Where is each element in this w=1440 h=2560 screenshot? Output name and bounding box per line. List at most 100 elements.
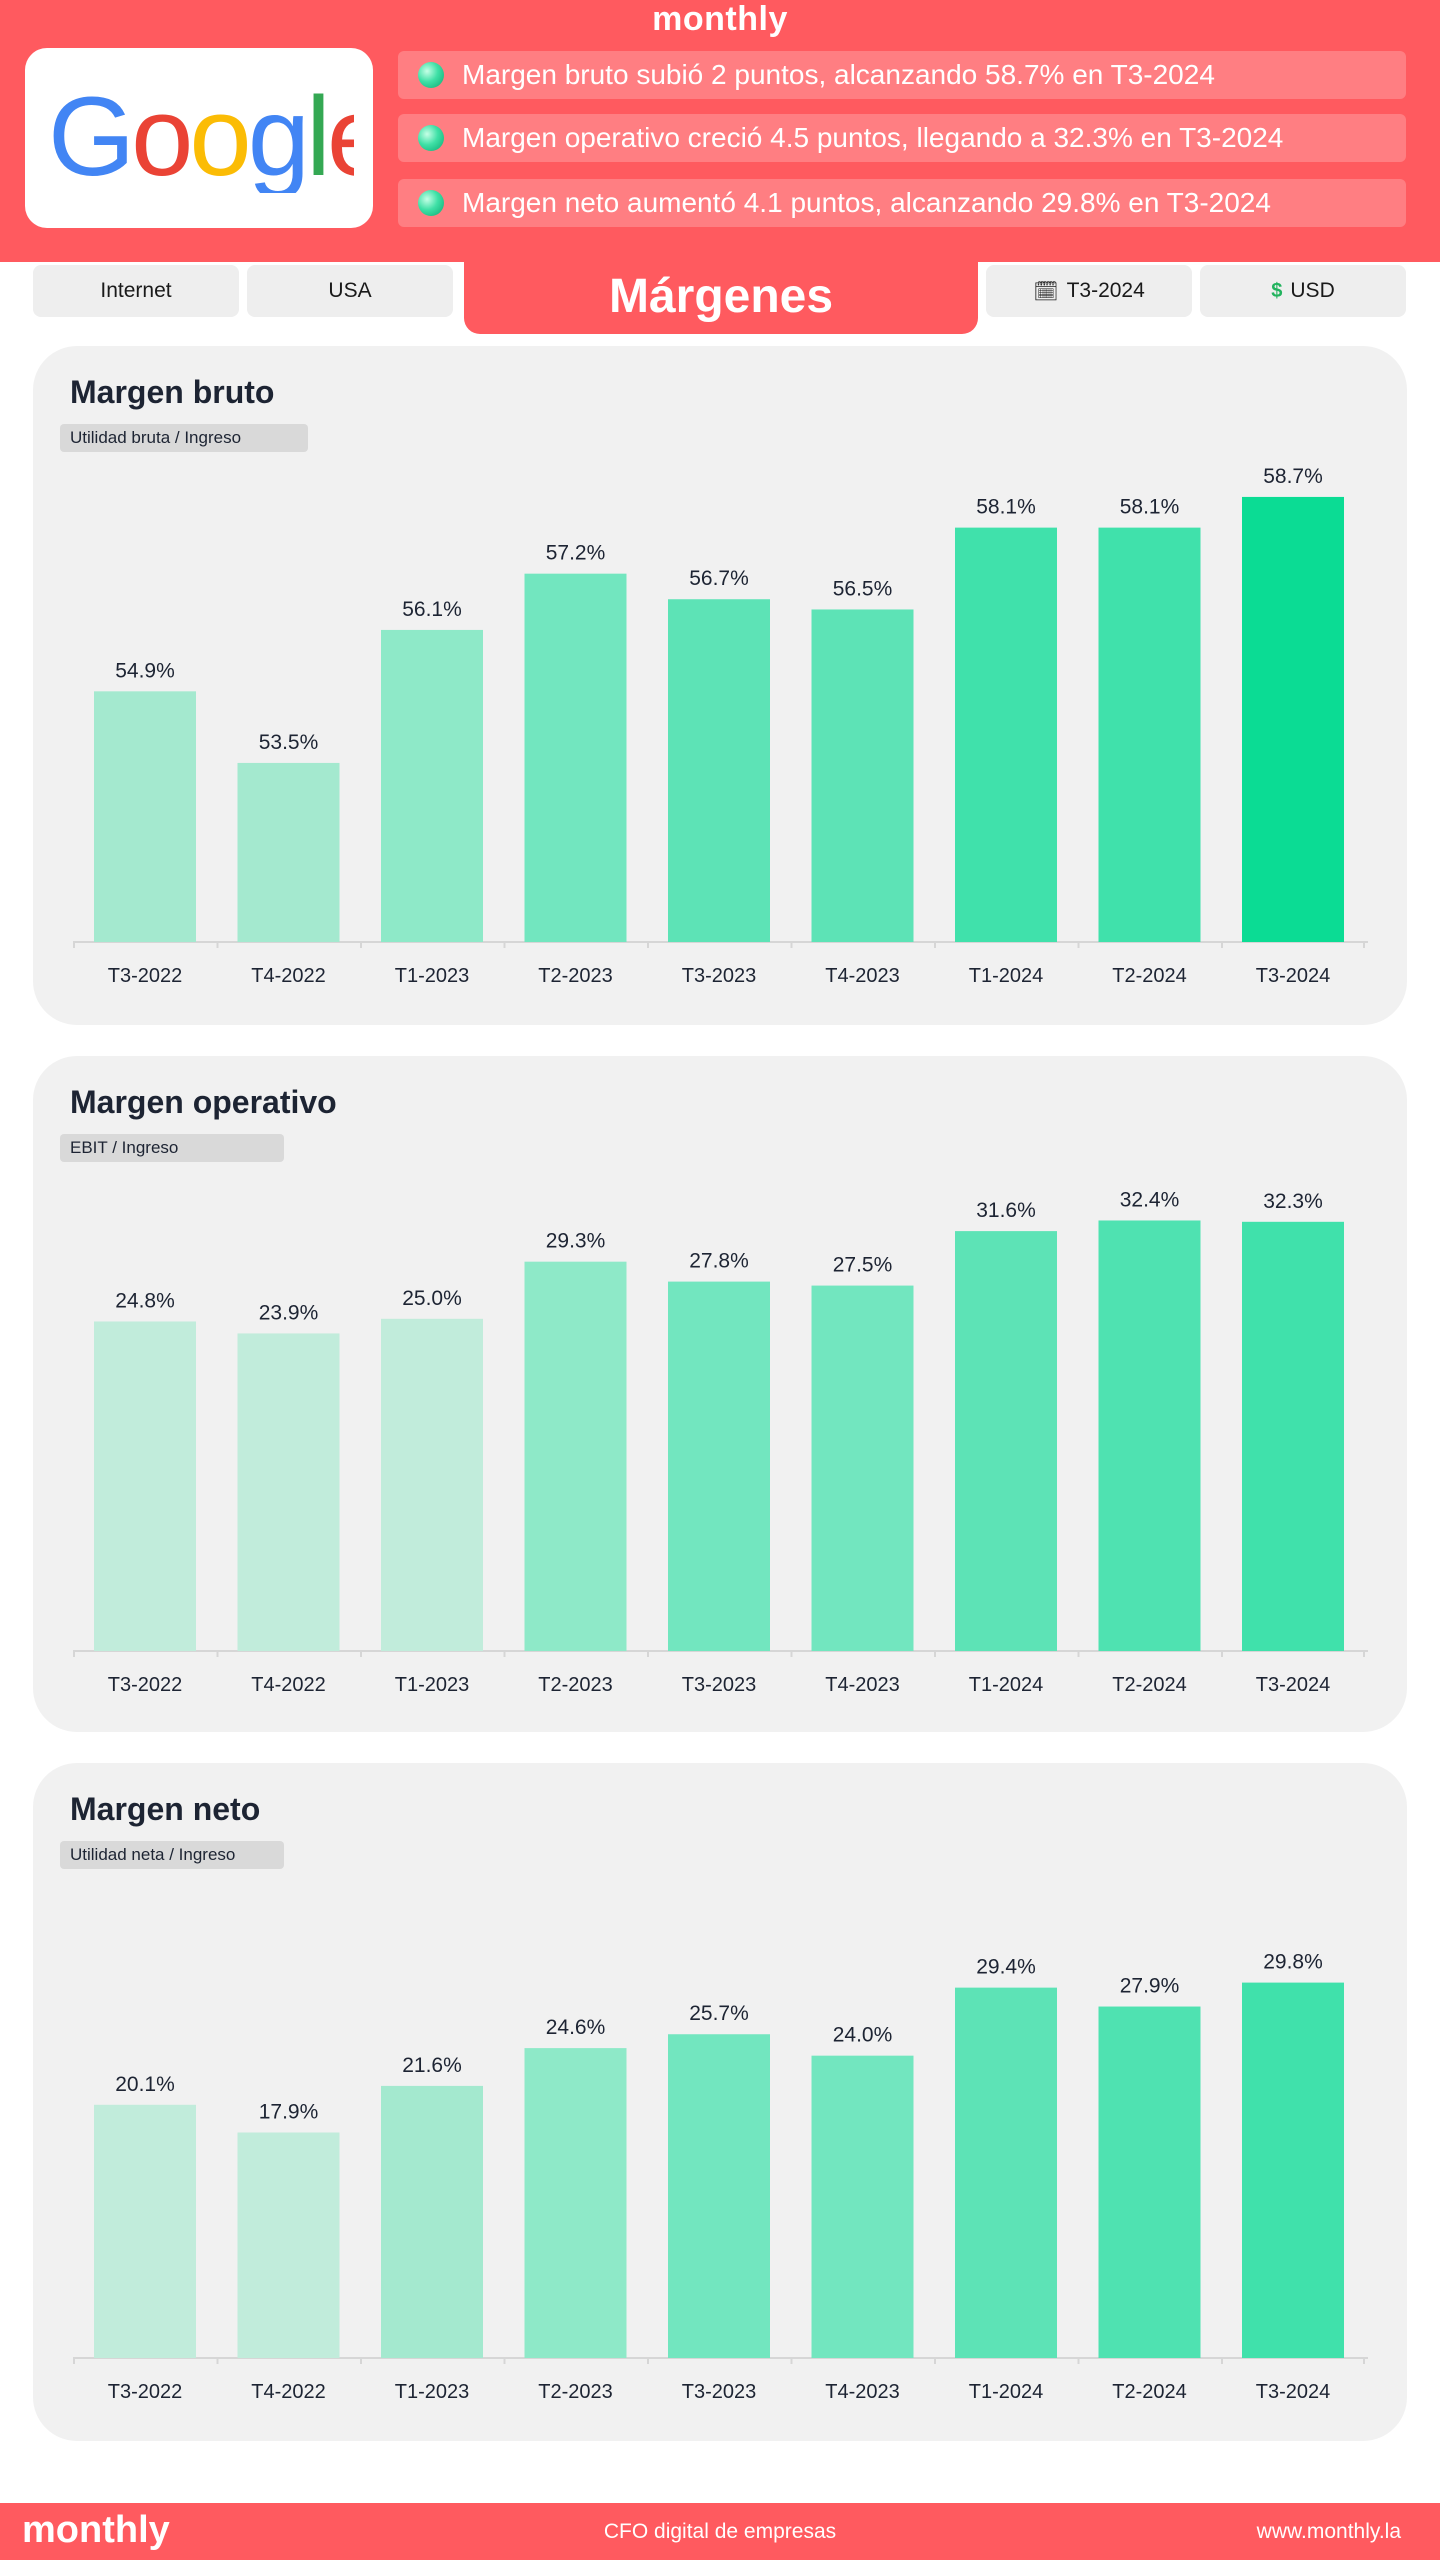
country-tag: USA <box>247 265 453 317</box>
chart-subtitle: EBIT / Ingreso <box>60 1134 284 1162</box>
bar-value-label: 57.2% <box>546 542 606 565</box>
x-tick-label: T1-2023 <box>395 1674 470 1696</box>
x-tick-label: T4-2023 <box>825 1674 900 1696</box>
highlight-text: Margen operativo creció 4.5 puntos, lleg… <box>462 122 1284 153</box>
x-tick-label: T3-2022 <box>108 1674 183 1696</box>
bar-value-label: 56.5% <box>833 577 893 600</box>
country-label: USA <box>328 279 372 302</box>
currency-tag: $ USD <box>1200 265 1406 317</box>
x-tick-label: T3-2024 <box>1256 1674 1331 1696</box>
chart-subtitle: Utilidad neta / Ingreso <box>60 1841 284 1869</box>
highlight-text: Margen neto aumentó 4.1 puntos, alcanzan… <box>462 187 1271 218</box>
bar-t3-2023 <box>668 599 770 942</box>
bar-t2-2024 <box>1098 1220 1201 1651</box>
bar-value-label: 56.7% <box>689 567 749 590</box>
bar-t3-2023 <box>668 2034 770 2358</box>
chart-card-operating-margin: Margen operativo EBIT / Ingreso 24.8% T3-… <box>33 1056 1407 1732</box>
x-tick-label: T3-2022 <box>108 2381 183 2403</box>
gross-margin-chart: 54.9% T3-2022 53.5% T4-2022 56.1% T1-2023 57.2… <box>73 465 1368 987</box>
x-tick-label: T2-2024 <box>1112 1674 1187 1696</box>
bar-t1-2023 <box>381 2085 483 2358</box>
x-tick-label: T3-2022 <box>108 965 183 987</box>
bar-t4-2022 <box>237 2132 340 2358</box>
bar-value-label: 32.4% <box>1120 1188 1180 1211</box>
chart-title: Margen operativo <box>70 1084 337 1120</box>
bar-t4-2023 <box>811 1285 914 1651</box>
x-tick-label: T2-2023 <box>538 1674 613 1696</box>
x-tick-label: T4-2023 <box>825 965 900 987</box>
section-title: Márgenes <box>608 269 834 323</box>
bar-value-label: 20.1% <box>115 2073 175 2096</box>
bar-t3-2024 <box>1242 1982 1344 2358</box>
svg-text:Google: Google <box>48 83 354 193</box>
x-tick-label: T1-2024 <box>969 965 1044 987</box>
bar-t1-2024 <box>955 1231 1057 1651</box>
bar-value-label: 58.1% <box>1120 496 1180 519</box>
operating-margin-chart: 24.8% T3-2022 23.9% T4-2022 25.0% T1-2023 29.3… <box>73 1188 1368 1696</box>
green-dot-icon <box>418 190 444 216</box>
bar-value-label: 29.4% <box>976 1956 1036 1979</box>
bar-value-label: 25.0% <box>402 1287 462 1310</box>
bar-t2-2023 <box>524 1261 627 1651</box>
highlight-gross: Margen bruto subió 2 puntos, alcanzando … <box>398 51 1406 99</box>
footer-url-link[interactable]: www.monthly.la <box>1256 2520 1401 2543</box>
x-tick-label: T2-2023 <box>538 965 613 987</box>
bar-value-label: 25.7% <box>689 2002 749 2025</box>
bar-t3-2024 <box>1242 496 1344 942</box>
bar-value-label: 23.9% <box>259 1301 319 1324</box>
chart-card-net-margin: Margen neto Utilidad neta / Ingreso 20.1… <box>33 1763 1407 2441</box>
x-tick-label: T2-2024 <box>1112 965 1187 987</box>
x-tick-label: T3-2023 <box>682 2381 757 2403</box>
bar-value-label: 21.6% <box>402 2054 462 2077</box>
bar-value-label: 53.5% <box>259 731 319 754</box>
x-tick-label: T1-2023 <box>395 965 470 987</box>
highlight-net: Margen neto aumentó 4.1 puntos, alcanzan… <box>398 179 1406 227</box>
chart-title: Margen neto <box>70 1791 261 1827</box>
footer-brand-logo: monthly <box>22 2509 170 2551</box>
x-tick-label: T1-2024 <box>969 1674 1044 1696</box>
bar-value-label: 24.8% <box>115 1289 175 1312</box>
x-tick-label: T1-2023 <box>395 2381 470 2403</box>
x-tick-label: T3-2024 <box>1256 2381 1331 2403</box>
highlight-operating: Margen operativo creció 4.5 puntos, lleg… <box>398 114 1406 162</box>
bar-t1-2023 <box>381 629 483 942</box>
bar-t3-2022 <box>94 691 196 942</box>
bar-value-label: 29.3% <box>546 1230 606 1253</box>
chart-title: Margen bruto <box>70 374 275 410</box>
bar-value-label: 27.8% <box>689 1250 749 1273</box>
x-tick-label: T4-2022 <box>251 965 326 987</box>
bar-value-label: 56.1% <box>402 598 462 621</box>
bar-t3-2022 <box>94 2104 196 2358</box>
x-tick-label: T3-2024 <box>1256 965 1331 987</box>
section-title-tab: Márgenes <box>464 258 978 334</box>
google-logo: Google <box>48 83 354 193</box>
x-tick-label: T4-2022 <box>251 1674 326 1696</box>
bar-value-label: 27.5% <box>833 1254 893 1277</box>
bar-value-label: 58.1% <box>976 496 1036 519</box>
bar-t3-2023 <box>668 1281 770 1651</box>
highlight-text: Margen bruto subió 2 puntos, alcanzando … <box>462 59 1215 90</box>
green-dot-icon <box>418 62 444 88</box>
green-dot-icon <box>418 125 444 151</box>
company-logo-card: Google <box>25 48 373 228</box>
bar-t4-2023 <box>811 2055 914 2358</box>
bar-t2-2023 <box>524 2048 627 2358</box>
industry-label: Internet <box>100 279 172 302</box>
bar-t4-2022 <box>237 1333 340 1651</box>
header-banner: monthly Google Margen bruto subió 2 punt… <box>0 0 1440 262</box>
bar-t4-2022 <box>237 762 340 942</box>
x-tick-label: T4-2023 <box>825 2381 900 2403</box>
footer-bar: monthly CFO digital de empresas www.mont… <box>0 2503 1440 2560</box>
x-tick-label: T1-2024 <box>969 2381 1044 2403</box>
chart-card-gross-margin: Margen bruto Utilidad bruta / Ingreso 54… <box>33 346 1407 1025</box>
net-margin-chart: 20.1% T3-2022 17.9% T4-2022 21.6% T1-2023 24.6… <box>73 1951 1368 2403</box>
x-tick-label: T3-2023 <box>682 1674 757 1696</box>
period-label: T3-2024 <box>1066 279 1145 302</box>
bar-value-label: 17.9% <box>259 2101 319 2124</box>
calendar-icon: 🗓 <box>1033 280 1059 303</box>
bar-value-label: 27.9% <box>1120 1975 1180 1998</box>
bar-value-label: 29.8% <box>1263 1951 1323 1974</box>
bar-t2-2024 <box>1098 2006 1201 2358</box>
brand-logo-top: monthly <box>652 0 788 38</box>
bar-t4-2023 <box>811 609 914 942</box>
